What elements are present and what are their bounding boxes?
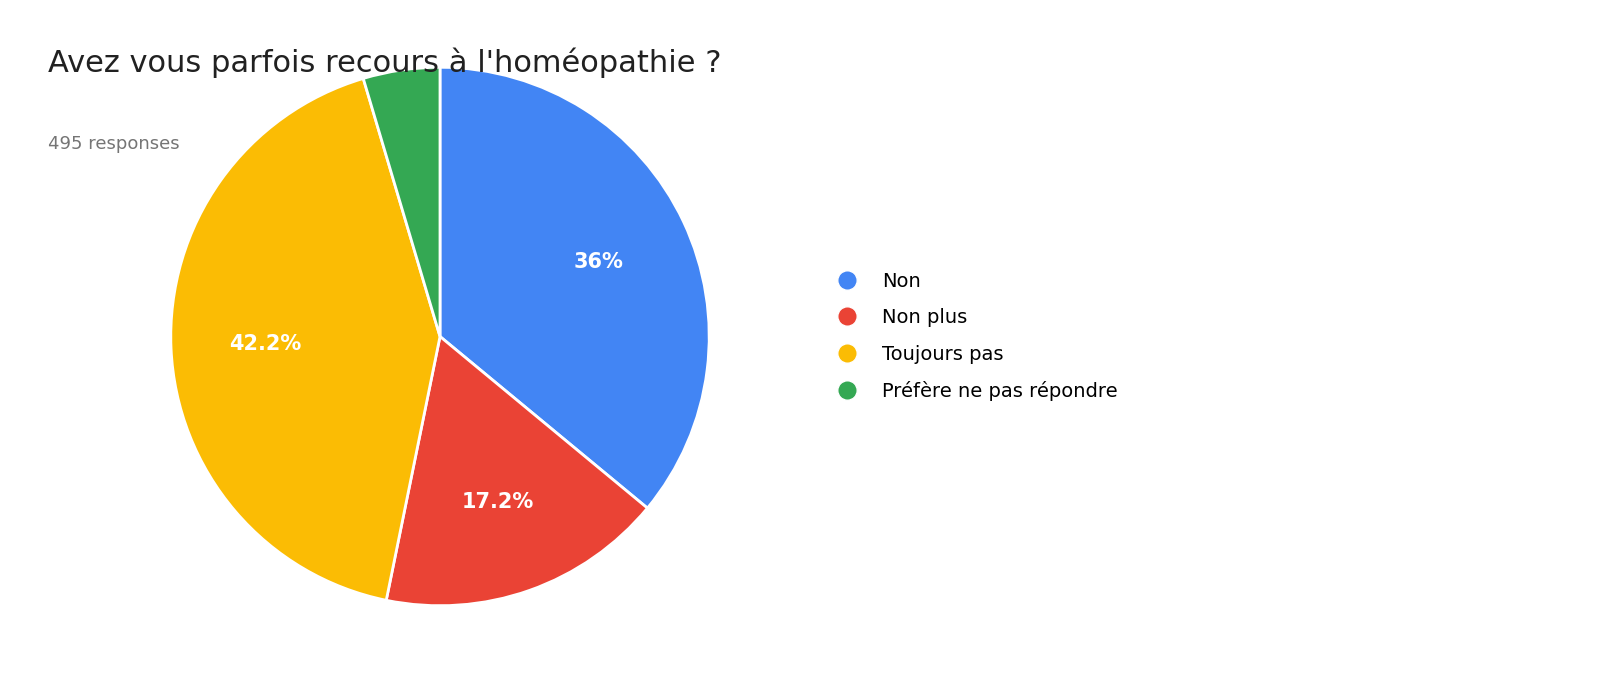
Wedge shape bbox=[171, 79, 440, 600]
Wedge shape bbox=[363, 67, 440, 336]
Text: 495 responses: 495 responses bbox=[48, 135, 179, 153]
Text: Avez vous parfois recours à l'homéopathie ?: Avez vous parfois recours à l'homéopathi… bbox=[48, 47, 722, 77]
Text: 17.2%: 17.2% bbox=[462, 491, 534, 511]
Legend: Non, Non plus, Toujours pas, Préfère ne pas répondre: Non, Non plus, Toujours pas, Préfère ne … bbox=[819, 264, 1125, 409]
Text: 36%: 36% bbox=[573, 252, 624, 272]
Wedge shape bbox=[386, 336, 648, 606]
Text: 42.2%: 42.2% bbox=[229, 334, 301, 354]
Wedge shape bbox=[440, 67, 709, 508]
